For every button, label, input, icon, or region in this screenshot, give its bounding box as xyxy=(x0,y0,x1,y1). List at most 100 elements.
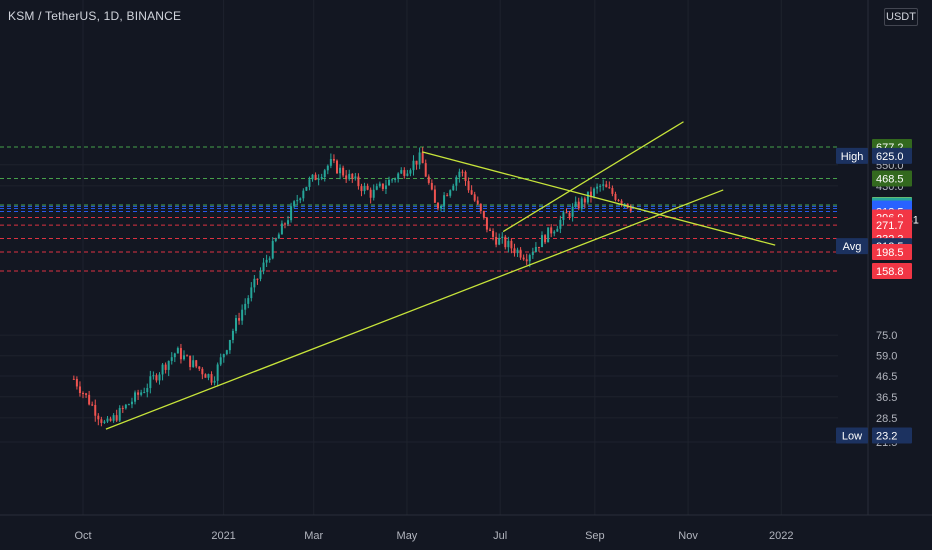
price-label-tag xyxy=(872,217,912,234)
candle-body xyxy=(78,386,81,394)
candle-body xyxy=(296,200,299,202)
price-label-name-tag xyxy=(836,427,868,444)
candle-body xyxy=(152,375,155,377)
price-label-name-tag xyxy=(836,147,868,164)
candle-body xyxy=(216,364,219,381)
candle-body xyxy=(593,188,596,197)
candle-body xyxy=(207,374,210,378)
candle-body xyxy=(351,173,354,179)
candle-body xyxy=(519,249,522,258)
y-tick-label: 28.5 xyxy=(876,413,897,425)
candle-body xyxy=(614,193,617,200)
candle-body xyxy=(201,368,204,375)
candle-body xyxy=(235,318,238,331)
candle-body xyxy=(400,170,403,174)
candle-body xyxy=(409,170,412,174)
price-label-text: 23.2 xyxy=(876,431,897,443)
x-tick-label: Sep xyxy=(585,530,605,542)
candle-body xyxy=(440,205,443,209)
candle-body xyxy=(565,212,568,214)
candle-body xyxy=(449,190,452,196)
candle-body xyxy=(323,170,326,178)
candle-body xyxy=(225,350,228,355)
candle-body xyxy=(574,201,577,207)
candle-body xyxy=(602,184,605,186)
candle-body xyxy=(424,163,427,177)
candle-body xyxy=(547,227,550,243)
candle-body xyxy=(259,271,262,279)
candle-body xyxy=(332,159,335,161)
candle-body xyxy=(577,201,580,209)
candle-body xyxy=(167,360,170,370)
candle-body xyxy=(198,366,201,369)
candle-body xyxy=(596,186,599,189)
candle-body xyxy=(146,388,149,393)
currency-button[interactable]: USDT xyxy=(884,8,918,26)
candle-body xyxy=(219,357,222,365)
candle-body xyxy=(335,160,338,174)
candle-body xyxy=(299,198,302,201)
candle-body xyxy=(256,278,259,280)
candle-body xyxy=(308,179,311,187)
candle-body xyxy=(458,171,461,178)
candle-body xyxy=(195,360,198,367)
candle-body xyxy=(115,415,118,421)
candle-body xyxy=(531,252,534,256)
candle-body xyxy=(109,418,112,421)
trendline xyxy=(105,189,724,430)
candle-body xyxy=(541,235,544,248)
price-label-tag xyxy=(872,263,912,280)
trendline xyxy=(502,121,684,233)
candle-body xyxy=(118,407,121,421)
candle-body xyxy=(250,287,253,299)
candle-body xyxy=(378,183,381,187)
candle-body xyxy=(384,185,387,189)
candle-body xyxy=(262,262,265,272)
x-tick-label: Mar xyxy=(304,530,323,542)
candle-body xyxy=(583,198,586,203)
candle-body xyxy=(97,415,100,420)
candle-body xyxy=(134,392,137,402)
candle-body xyxy=(452,185,455,191)
candle-body xyxy=(369,189,372,198)
candle-body xyxy=(106,418,109,422)
candle-body xyxy=(571,206,574,217)
symbol-title[interactable]: KSM / TetherUS, 1D, BINANCE xyxy=(8,9,182,23)
x-tick-label: 2022 xyxy=(769,530,793,542)
candle-body xyxy=(186,355,189,357)
candle-body xyxy=(244,303,247,310)
candle-body xyxy=(436,202,439,209)
candle-body xyxy=(394,178,397,180)
candle-body xyxy=(173,353,176,358)
candle-body xyxy=(537,246,540,248)
candle-body xyxy=(222,354,225,358)
candle-body xyxy=(586,191,589,203)
candle-body xyxy=(629,207,632,211)
candle-body xyxy=(470,190,473,195)
price-label-text: 625.0 xyxy=(876,151,904,163)
candle-body xyxy=(179,348,182,360)
candle-body xyxy=(329,159,332,166)
candle-body xyxy=(525,259,528,262)
candle-body xyxy=(510,240,513,249)
candle-body xyxy=(498,238,501,245)
candle-body xyxy=(268,258,271,260)
candle-body xyxy=(412,160,415,171)
candle-body xyxy=(492,230,495,237)
candle-body xyxy=(488,229,491,231)
candle-body xyxy=(213,380,216,383)
candle-body xyxy=(345,175,348,180)
candle-body xyxy=(354,176,357,179)
candle-body xyxy=(528,255,531,262)
candle-body xyxy=(176,348,179,354)
candle-body xyxy=(485,217,488,230)
candle-body xyxy=(326,165,329,171)
candle-body xyxy=(103,421,106,423)
candle-body xyxy=(94,404,97,416)
candle-body xyxy=(388,179,391,186)
candle-body xyxy=(427,176,430,183)
candle-body xyxy=(238,318,241,321)
candle-body xyxy=(170,357,173,361)
candle-body xyxy=(617,199,620,201)
